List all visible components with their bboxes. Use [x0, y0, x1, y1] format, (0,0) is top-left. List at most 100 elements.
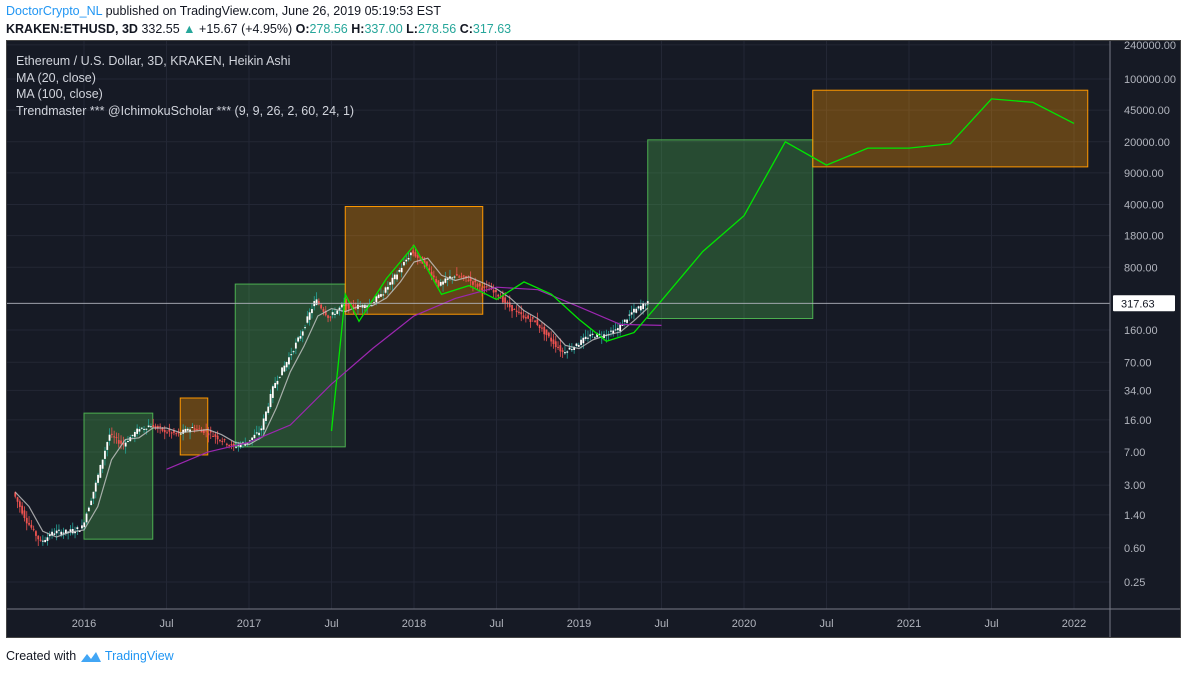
candle-body: [87, 507, 90, 512]
candle-body: [283, 365, 286, 372]
author-link[interactable]: DoctorCrypto_NL: [6, 4, 103, 18]
candle-body: [559, 345, 562, 352]
candle-body: [577, 344, 580, 347]
candle-body: [430, 271, 433, 277]
candle-body: [255, 432, 258, 434]
candle-body: [131, 434, 134, 436]
candle-body: [14, 492, 17, 497]
candle-body: [483, 286, 486, 288]
last-price-tag-label: 317.63: [1121, 298, 1155, 310]
candle-body: [568, 347, 571, 350]
candle-body: [428, 268, 431, 270]
last-price: 332.55: [141, 22, 180, 36]
candle-body: [147, 425, 150, 428]
candle-body: [628, 314, 631, 316]
price-tick-label: 800.00: [1124, 262, 1158, 274]
candle-body: [97, 474, 99, 483]
candle-body: [186, 428, 189, 431]
published-text: published on TradingView.com, June 26, 2…: [105, 4, 442, 18]
candle-body: [472, 281, 474, 285]
legend-title: Ethereum / U.S. Dollar, 3D, KRAKEN, Heik…: [16, 54, 291, 68]
price-chart[interactable]: 240000.00 100000.00 45000.00 20000.00 9000.0…: [7, 41, 1180, 637]
projection-box-orange: [179, 397, 209, 456]
candle-body: [173, 430, 175, 433]
candle-body: [366, 305, 369, 308]
publish-info: DoctorCrypto_NL published on TradingView…: [6, 4, 441, 18]
candle-body: [403, 262, 405, 266]
legend-trendmaster[interactable]: Trendmaster *** @IchimokuScholar *** (9,…: [16, 103, 355, 118]
ohlc-bar: KRAKEN:ETHUSD, 3D 332.55 ▲ +15.67 (+4.95…: [6, 22, 511, 36]
candle-body: [621, 324, 624, 326]
high-label: H:: [351, 22, 365, 36]
candle-body: [582, 337, 585, 344]
candle-body: [281, 367, 283, 376]
candle-body: [614, 329, 617, 331]
candle-body: [76, 527, 79, 530]
candle-body: [554, 341, 557, 348]
candle-body: [380, 294, 382, 297]
candle-body: [81, 525, 83, 529]
price-tick-label: 3.00: [1124, 480, 1145, 492]
time-tick-label: 2020: [732, 618, 756, 630]
price-tick-label: 0.25: [1124, 577, 1145, 589]
candle-body: [242, 442, 244, 444]
legend-ma100[interactable]: MA (100, close): [16, 87, 103, 101]
time-tick-label: 2019: [567, 618, 591, 630]
candle-body: [205, 430, 208, 432]
candle-body: [331, 312, 334, 315]
candle-body: [248, 440, 251, 442]
candle-body: [308, 312, 311, 320]
candle-body: [626, 319, 628, 323]
candle-body: [453, 276, 456, 278]
candle-body: [446, 278, 449, 280]
candle-body: [196, 428, 198, 430]
candle-body: [598, 333, 601, 335]
candle-body: [37, 535, 40, 540]
candle-body: [271, 386, 274, 398]
time-tick-label: 2022: [1062, 618, 1086, 630]
chart-canvas[interactable]: 240000.00 100000.00 45000.00 20000.00 9000.0…: [6, 40, 1181, 638]
tradingview-link[interactable]: TradingView: [104, 649, 174, 663]
candle-body: [481, 287, 484, 291]
candle-body: [442, 281, 444, 285]
candle-body: [469, 278, 472, 282]
candle-body: [524, 317, 527, 319]
candle-body: [140, 427, 143, 429]
candle-body: [18, 501, 21, 508]
candle-body: [393, 274, 396, 280]
candle-body: [334, 313, 336, 315]
tradingview-logo-icon: [80, 651, 101, 662]
candle-body: [426, 261, 428, 266]
candle-body: [612, 330, 615, 334]
candle-body: [85, 513, 88, 523]
candle-body: [552, 339, 555, 344]
candle-body: [251, 437, 254, 440]
candle-body: [23, 510, 26, 518]
candle-body: [564, 352, 566, 354]
candle-body: [389, 282, 392, 285]
candle-body: [46, 537, 49, 541]
price-tick-label: 4000.00: [1124, 200, 1164, 212]
candle-body: [108, 434, 111, 441]
price-tick-label: 0.60: [1124, 543, 1145, 555]
candle-body: [322, 308, 325, 312]
candle-body: [531, 317, 534, 319]
candle-body: [324, 310, 327, 316]
candle-body: [58, 529, 60, 531]
time-tick-label: Jul: [489, 618, 503, 630]
candle-body: [30, 524, 33, 528]
candle-body: [90, 500, 93, 505]
candle-body: [262, 418, 265, 430]
price-tick-label: 100000.00: [1124, 74, 1176, 86]
legend-ma20[interactable]: MA (20, close): [16, 70, 96, 85]
candle-body: [200, 430, 203, 433]
candle-body: [501, 295, 504, 303]
candle-body: [189, 429, 191, 433]
candle-body: [504, 297, 507, 304]
candle-body: [458, 276, 461, 278]
price-tick-label: 20000.00: [1124, 137, 1170, 149]
candle-body: [170, 432, 173, 434]
candle-body: [557, 346, 559, 348]
trendmaster-line: [330, 98, 1075, 432]
price-tick-label: 16.00: [1124, 415, 1152, 427]
